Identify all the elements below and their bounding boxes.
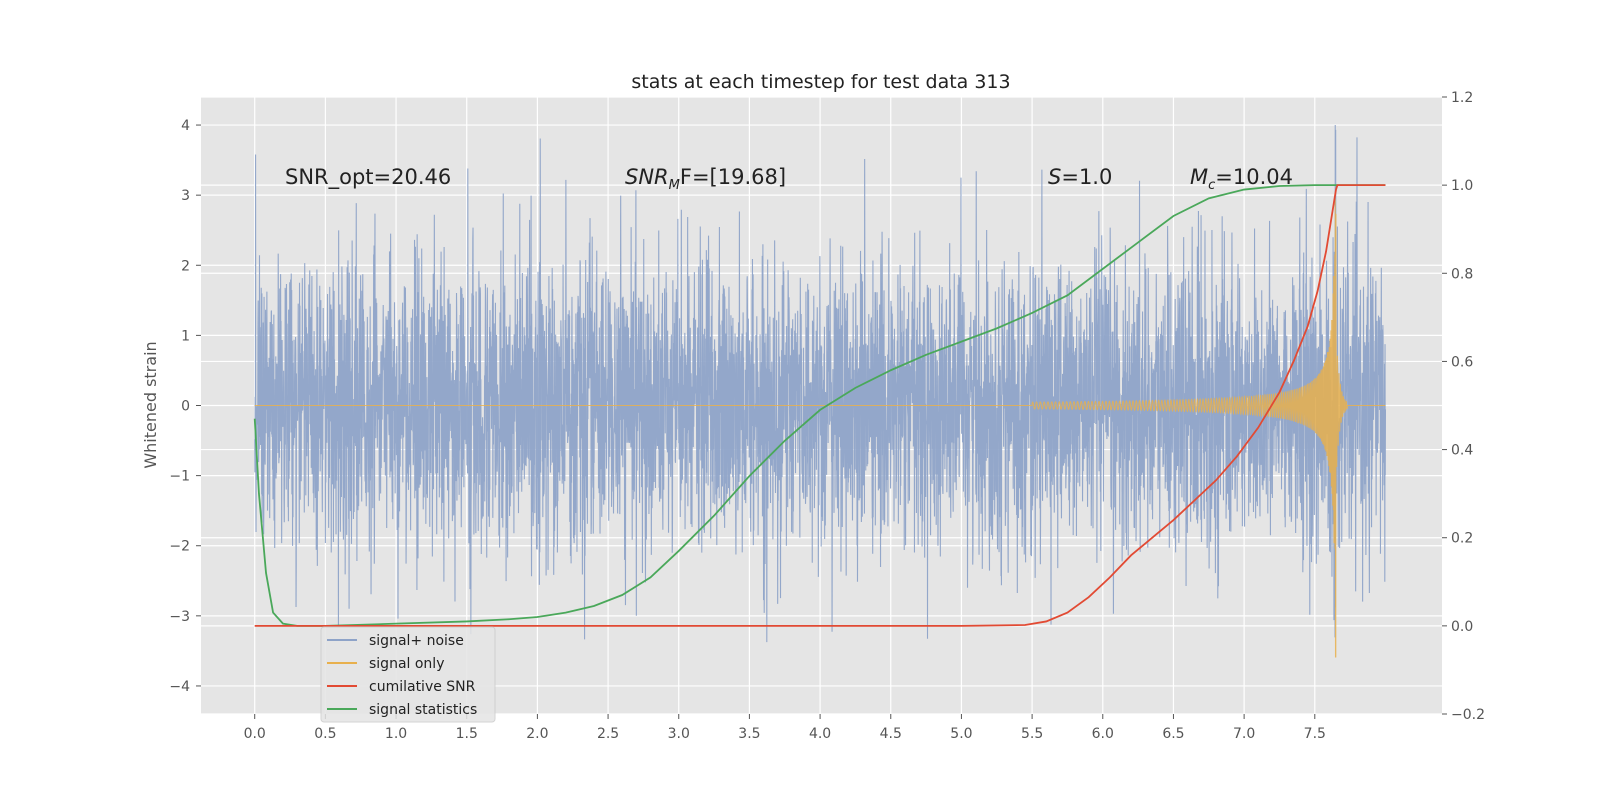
y-tick-label-6: −2 (169, 539, 190, 555)
x-tick-label-8: 4.0 (809, 726, 831, 742)
series-lines (253, 184, 1386, 627)
y2-tick-label-4: 0.4 (1451, 443, 1473, 459)
legend-box (320, 626, 496, 723)
x-tick-label-5: 2.5 (597, 726, 619, 742)
x-tick-label-11: 5.5 (1021, 726, 1043, 742)
legend: signal+ noise signal only cumilative SNR… (320, 626, 496, 723)
y-axis-ticks: 4 3 2 1 0 −1 −2 −3 −4 (169, 118, 201, 695)
y-tick-label-1: 3 (181, 188, 190, 204)
line-signal-only (254, 198, 1386, 658)
y2-tick-label-6: 0.0 (1451, 619, 1473, 635)
annotation-s-symbol: S (1048, 165, 1061, 189)
annotation-s-value: =1.0 (1061, 165, 1112, 189)
y2-tick-label-2: 0.8 (1451, 266, 1473, 282)
series-signal-noise (254, 125, 1387, 643)
x-tick-label-14: 7.0 (1233, 726, 1255, 742)
y-tick-label-0: 4 (181, 118, 190, 134)
x-tick-label-4: 2.0 (526, 726, 548, 742)
y2-tick-label-0: 1.2 (1451, 90, 1473, 106)
line-signal-noise (254, 125, 1387, 643)
y-tick-label-4: 0 (181, 399, 190, 415)
x-tick-label-9: 4.5 (880, 726, 902, 742)
y-tick-label-8: −4 (169, 679, 190, 695)
y2-tick-label-5: 0.2 (1451, 531, 1473, 547)
annotation-snr-mf: SNRMF=[19.68] (625, 165, 786, 193)
annotation-snr-mf-rest: F=[19.68] (680, 165, 786, 189)
y-axis-label: Whitened strain (141, 341, 160, 468)
x-tick-label-13: 6.5 (1162, 726, 1184, 742)
series-signal-only (254, 198, 1386, 658)
x-axis-ticks: 0.0 0.5 1.0 1.5 2.0 2.5 3.0 3.5 4.0 4.5 5.0 5.5 6.0 6… (244, 714, 1326, 742)
annotation-mc: Mc=10.04 (1190, 165, 1293, 193)
x-tick-label-0: 0.0 (244, 726, 266, 742)
y-tick-label-7: −3 (169, 609, 190, 625)
y2-tick-label-7: −0.2 (1451, 707, 1485, 723)
y2-tick-label-1: 1.0 (1451, 178, 1473, 194)
legend-label-stats: signal statistics (369, 702, 477, 718)
x-tick-label-3: 1.5 (456, 726, 478, 742)
x-tick-label-12: 6.0 (1092, 726, 1114, 742)
x-tick-label-1: 0.5 (314, 726, 336, 742)
chart-title: stats at each timestep for test data 313 (631, 71, 1010, 93)
legend-label-signal: signal only (369, 656, 444, 672)
y-tick-label-5: −1 (169, 469, 190, 485)
annotation-snr-opt: SNR_opt=20.46 (285, 165, 451, 190)
y2-tick-label-3: 0.6 (1451, 354, 1473, 370)
annotation-s: S=1.0 (1048, 165, 1112, 189)
legend-label-snr: cumilative SNR (369, 679, 476, 695)
x-tick-label-10: 5.0 (950, 726, 972, 742)
line-cumulative-snr (254, 184, 1386, 627)
annotation-mc-base: M (1190, 165, 1208, 189)
annotation-mc-value: =10.04 (1215, 165, 1293, 189)
annotation-mc-sub: c (1208, 178, 1215, 193)
legend-label-noise: signal+ noise (369, 633, 464, 649)
annotation-snr-mf-sub: M (669, 178, 680, 193)
y-tick-label-2: 2 (181, 258, 190, 274)
annotation-snr-mf-base: SNR (625, 165, 669, 189)
x-tick-label-6: 3.0 (668, 726, 690, 742)
x-tick-label-2: 1.0 (385, 726, 407, 742)
x-tick-label-7: 3.5 (738, 726, 760, 742)
y2-axis-ticks: 1.2 1.0 0.8 0.6 0.4 0.2 0.0 −0.2 (1442, 90, 1485, 723)
y-tick-label-3: 1 (181, 328, 190, 344)
x-tick-label-15: 7.5 (1304, 726, 1326, 742)
